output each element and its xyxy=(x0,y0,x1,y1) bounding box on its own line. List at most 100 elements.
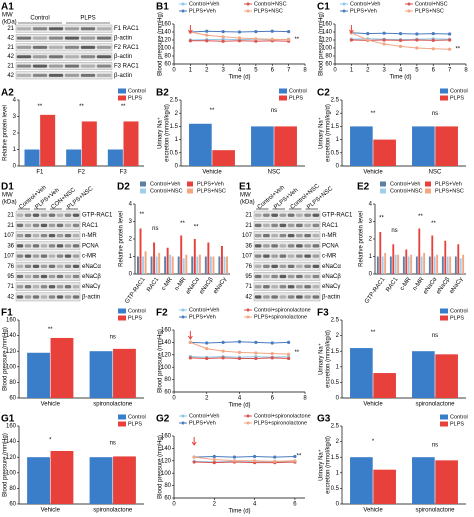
bar xyxy=(373,139,396,166)
band xyxy=(16,285,24,289)
bar xyxy=(27,352,50,398)
legend-label: Control+Veh xyxy=(350,1,380,7)
y-tick-label: 140 xyxy=(161,446,172,452)
blot-strip xyxy=(253,231,321,240)
x-tick-label: spironolactone xyxy=(93,402,133,408)
band xyxy=(312,254,320,258)
legend-label: Control+Veh xyxy=(390,181,420,187)
mw-label: 76 xyxy=(245,264,252,270)
x-tick-label: Vehicle xyxy=(363,402,383,408)
x-tick-label: 8 xyxy=(303,396,307,402)
band xyxy=(24,254,32,258)
point xyxy=(398,44,403,49)
annotation: ** xyxy=(79,104,84,110)
y-axis-label: Urinary Na⁺ xyxy=(157,117,164,149)
point xyxy=(205,39,209,43)
bar xyxy=(435,126,458,166)
bar xyxy=(139,228,142,274)
legend-swatch xyxy=(118,308,126,314)
bar xyxy=(209,256,212,274)
y-tick-label: 80 xyxy=(164,377,171,383)
band xyxy=(279,213,287,217)
y-tick-label: 120 xyxy=(161,458,172,464)
legend-label: Control+NSC xyxy=(390,188,423,194)
bar xyxy=(177,256,180,274)
y-tick-label: 160 xyxy=(6,424,17,430)
x-tick-label: 2 xyxy=(205,396,209,402)
bar xyxy=(180,235,183,274)
point xyxy=(270,356,274,360)
x-tick-label: Vehicle xyxy=(363,170,383,176)
band xyxy=(64,45,80,49)
point xyxy=(366,31,370,36)
y-tick-label: 2 xyxy=(175,111,179,117)
bar xyxy=(423,253,426,274)
x-tick-label: F2 xyxy=(78,170,86,176)
panel-label: A2 xyxy=(1,88,14,99)
legend-label: Control+spironolactone xyxy=(254,413,311,419)
blot-strip xyxy=(15,221,81,230)
bar xyxy=(196,256,199,274)
band xyxy=(24,223,32,228)
legend-swatch xyxy=(187,181,193,187)
y-tick-label: 60 xyxy=(164,390,171,396)
y-tick-label: 4 xyxy=(13,98,17,104)
band xyxy=(279,254,287,258)
annotation: ns xyxy=(271,108,277,114)
band xyxy=(48,264,56,268)
point xyxy=(232,459,237,463)
y-tick-label: 2 xyxy=(336,111,340,117)
x-tick-label: spironolactone xyxy=(415,508,455,514)
y-tick-label: 0 xyxy=(129,272,133,278)
band xyxy=(263,234,270,238)
y-tick-label: 120 xyxy=(6,349,17,355)
protein-label: n-MR xyxy=(322,233,337,239)
band xyxy=(304,234,311,238)
legend-label: PLPS xyxy=(450,95,464,101)
band xyxy=(279,264,287,268)
legend-label: Control+Veh xyxy=(150,181,180,187)
panel-label: F3 xyxy=(317,308,329,319)
legend-swatch xyxy=(425,181,431,187)
band xyxy=(16,73,32,77)
band xyxy=(287,285,295,289)
bar xyxy=(389,256,392,274)
band xyxy=(80,73,96,77)
band xyxy=(72,254,80,258)
y-tick-label: 0 xyxy=(13,164,17,170)
band xyxy=(64,36,80,40)
x-tick-label: 1 xyxy=(189,68,193,74)
legend-marker xyxy=(246,2,250,6)
y-tick-label: 2 xyxy=(369,237,373,243)
band xyxy=(32,55,48,59)
x-tick-label: 8 xyxy=(303,68,307,74)
point xyxy=(254,39,258,43)
band xyxy=(279,285,287,289)
bar xyxy=(113,348,136,398)
y-tick-label: 120 xyxy=(322,38,333,44)
annotation: ** xyxy=(37,104,42,110)
x-tick-label: 0 xyxy=(172,502,176,508)
x-tick-label: F1 xyxy=(36,170,44,176)
protein-label: F3 RAC1 xyxy=(114,64,139,70)
band xyxy=(271,223,278,228)
x-tick-label: NSC xyxy=(268,170,281,176)
band xyxy=(254,234,262,238)
band xyxy=(80,27,96,31)
annotation: ** xyxy=(180,221,185,227)
band xyxy=(287,234,295,238)
bar xyxy=(223,256,226,274)
band xyxy=(16,295,24,299)
band xyxy=(296,244,303,248)
legend-swatch xyxy=(440,414,448,420)
band xyxy=(40,213,48,217)
annotation: ** xyxy=(210,108,215,114)
x-tick-label: RAC1 xyxy=(385,276,399,293)
annotation: ** xyxy=(48,327,53,333)
x-tick-label: Vehicle xyxy=(41,508,61,514)
bar xyxy=(418,228,421,274)
point xyxy=(287,38,291,42)
annotation: ns xyxy=(432,442,438,448)
bar xyxy=(50,450,74,504)
